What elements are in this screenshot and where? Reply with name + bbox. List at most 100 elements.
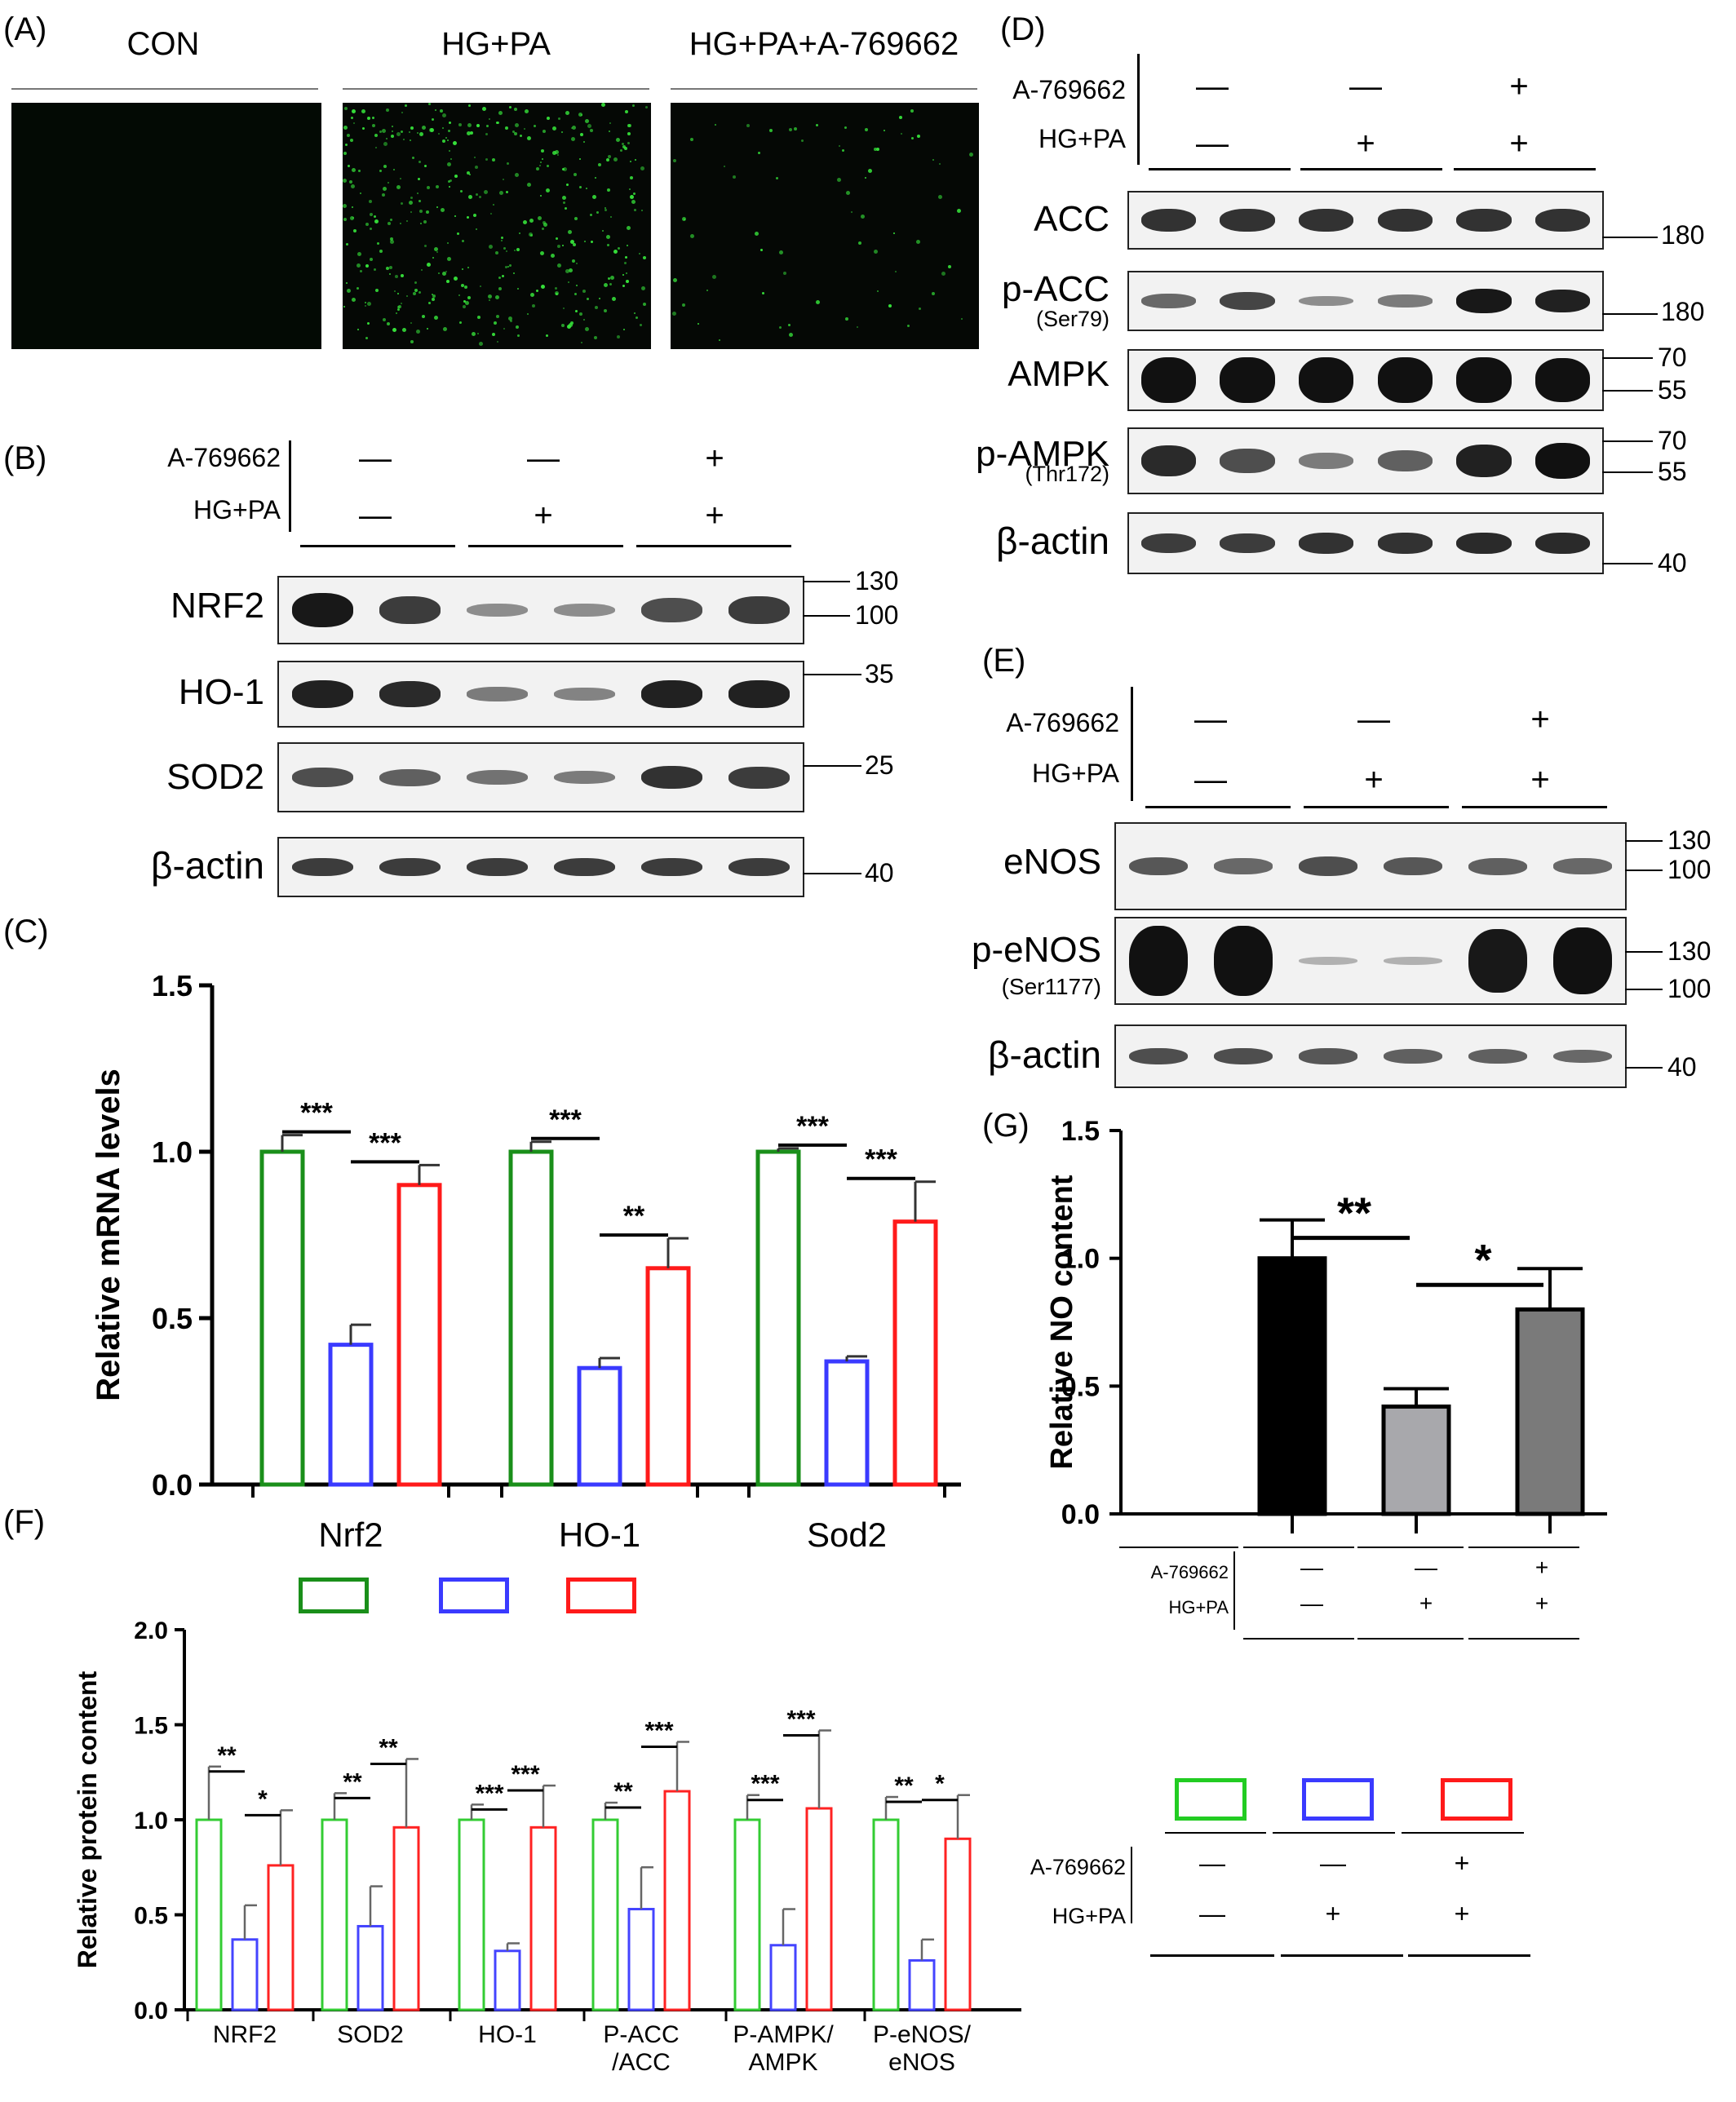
cell-fluorescence [349, 180, 352, 184]
cell-fluorescence [563, 201, 565, 204]
cell-fluorescence [400, 178, 401, 179]
group-line [1149, 168, 1291, 170]
micrograph-hgpa [343, 103, 651, 349]
cell-fluorescence [410, 340, 414, 343]
cell-fluorescence [462, 268, 463, 270]
cell-fluorescence [552, 126, 556, 131]
cell-fluorescence [562, 245, 564, 246]
cell-fluorescence [476, 124, 480, 127]
blot-band [641, 680, 702, 708]
cell-fluorescence [919, 308, 921, 310]
cell-fluorescence [480, 285, 481, 287]
blot-band [554, 770, 615, 785]
blot-band [1456, 532, 1512, 555]
blot-band [1298, 957, 1358, 965]
cell-fluorescence [422, 315, 425, 318]
cell-fluorescence [495, 251, 498, 254]
mw-marker: 40 [1658, 548, 1687, 577]
cell-fluorescence [530, 234, 533, 237]
cell-fluorescence [587, 124, 591, 128]
row-sublabel: (Ser1177) [1001, 974, 1101, 999]
cell-fluorescence [434, 247, 438, 251]
treat-label-hgpa: HG+PA [1038, 124, 1126, 153]
cell-fluorescence [893, 232, 895, 234]
cell-fluorescence [422, 126, 426, 130]
cell-fluorescence [370, 213, 373, 216]
cell-fluorescence [447, 242, 449, 244]
treat-label-a769662: A-769662 [1150, 1562, 1229, 1582]
mw-marker: 70 [1658, 426, 1687, 455]
cell-fluorescence [442, 139, 445, 143]
cell-fluorescence [938, 195, 942, 199]
cell-fluorescence [434, 316, 438, 320]
bar [1381, 1404, 1451, 1516]
cell-fluorescence [865, 128, 868, 131]
cell-fluorescence [435, 109, 436, 111]
cell-fluorescence [673, 159, 676, 162]
cell-fluorescence [508, 316, 512, 321]
bar [577, 1365, 622, 1487]
x-tick-label: SOD2 [337, 2021, 404, 2048]
blot-band [1534, 358, 1591, 402]
cell-fluorescence [610, 216, 612, 218]
cell-fluorescence [449, 150, 450, 152]
treat-label-a769662: A-769662 [1006, 708, 1119, 737]
cell-fluorescence [542, 228, 544, 230]
legend-swatch-blue [439, 1578, 509, 1613]
cell-fluorescence [616, 138, 620, 142]
cell-fluorescence [861, 215, 865, 219]
cell-fluorescence [496, 315, 499, 318]
cell-fluorescence [557, 245, 560, 248]
cell-fluorescence [839, 145, 840, 147]
cell-fluorescence [365, 264, 369, 268]
group-line [1145, 806, 1291, 808]
cell-fluorescence [612, 297, 616, 301]
cell-fluorescence [540, 195, 542, 197]
cell-fluorescence [424, 245, 427, 247]
cell-fluorescence [510, 320, 512, 322]
cell-fluorescence [382, 129, 386, 133]
cell-fluorescence [783, 272, 786, 275]
cell-fluorescence [460, 190, 463, 192]
cell-fluorescence [499, 191, 503, 195]
cell-fluorescence [428, 103, 431, 105]
cell-fluorescence [888, 304, 892, 308]
cell-fluorescence [573, 243, 576, 246]
cell-fluorescence [467, 216, 469, 219]
sym: + [1530, 762, 1550, 798]
blot-band [554, 857, 615, 877]
sym: + [1419, 1591, 1433, 1616]
blot-nrf2 [277, 576, 804, 644]
blot-band [641, 857, 702, 877]
treat-label-a769662: A-769662 [1012, 75, 1126, 104]
cell-fluorescence [776, 177, 778, 179]
cell-fluorescence [479, 342, 483, 346]
cell-fluorescence [469, 174, 471, 175]
blot-band [1383, 957, 1443, 965]
mw-marker: 100 [855, 600, 899, 630]
cell-fluorescence [622, 145, 626, 148]
mw-marker: 55 [1658, 375, 1687, 405]
blot-band [1534, 532, 1591, 555]
bar [396, 1183, 442, 1487]
cell-fluorescence [534, 125, 536, 127]
cell-fluorescence [468, 195, 472, 199]
cell-fluorescence [390, 219, 392, 221]
cell-fluorescence [514, 132, 517, 135]
treat-divider [1137, 54, 1140, 165]
group-line [300, 545, 455, 547]
cell-fluorescence [851, 211, 852, 213]
cell-fluorescence [632, 104, 635, 107]
cell-fluorescence [571, 127, 573, 129]
sym: — [1194, 762, 1227, 798]
cell-fluorescence [948, 265, 951, 268]
cell-fluorescence [365, 337, 368, 339]
cell-fluorescence [382, 193, 385, 197]
cell-fluorescence [635, 159, 636, 161]
cell-fluorescence [486, 125, 489, 127]
cell-fluorescence [372, 117, 374, 119]
cell-fluorescence [343, 126, 348, 130]
cell-fluorescence [492, 158, 495, 162]
cell-fluorescence [547, 165, 549, 167]
cell-fluorescence [858, 241, 861, 245]
